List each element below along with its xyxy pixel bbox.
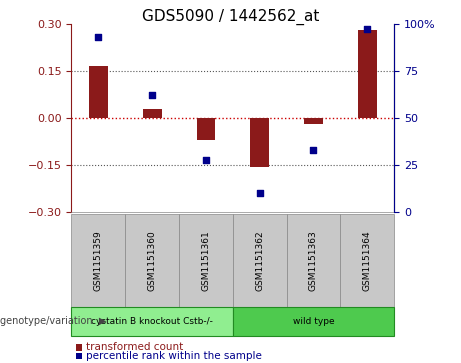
Text: GSM1151364: GSM1151364: [363, 230, 372, 291]
Bar: [358, 30, 377, 118]
Bar: [250, 118, 269, 167]
Point: [256, 191, 263, 196]
Text: GSM1151363: GSM1151363: [309, 230, 318, 291]
Point: [364, 26, 371, 32]
Point: [310, 147, 317, 153]
Bar: [196, 118, 215, 140]
Text: GDS5090 / 1442562_at: GDS5090 / 1442562_at: [142, 9, 319, 25]
Point: [148, 93, 156, 98]
Point: [202, 156, 210, 162]
Bar: [304, 118, 323, 124]
Text: percentile rank within the sample: percentile rank within the sample: [86, 351, 262, 361]
Text: transformed count: transformed count: [86, 342, 183, 352]
Text: genotype/variation  ▶: genotype/variation ▶: [0, 316, 107, 326]
Bar: [143, 109, 161, 118]
Text: wild type: wild type: [293, 317, 334, 326]
Text: GSM1151359: GSM1151359: [94, 230, 103, 291]
Text: GSM1151362: GSM1151362: [255, 230, 264, 291]
Bar: [89, 66, 108, 118]
Text: cystatin B knockout Cstb-/-: cystatin B knockout Cstb-/-: [91, 317, 213, 326]
Point: [95, 34, 102, 40]
Text: GSM1151360: GSM1151360: [148, 230, 157, 291]
Text: GSM1151361: GSM1151361: [201, 230, 210, 291]
